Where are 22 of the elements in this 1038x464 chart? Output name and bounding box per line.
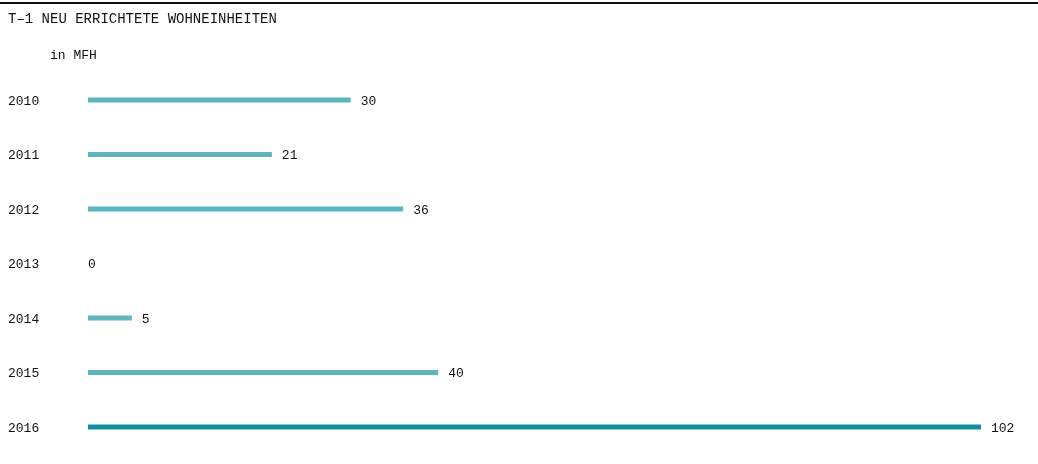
- data-label: 0: [88, 257, 96, 273]
- y-tick-label: 2012: [8, 202, 40, 218]
- data-label: 102: [991, 420, 1015, 436]
- y-tick-label: 2014: [8, 311, 40, 327]
- y-tick-label: 2015: [8, 366, 40, 382]
- bar: [88, 424, 981, 430]
- chart-title: T–1 NEU ERRICHTETE WOHNEINHEITEN: [8, 11, 277, 27]
- chart-subtitle: in MFH: [50, 48, 97, 63]
- bar: [88, 152, 272, 157]
- bar: [88, 370, 439, 375]
- y-tick-label: 2010: [8, 93, 40, 109]
- y-tick-label: 2016: [8, 420, 40, 436]
- y-tick-label: 2013: [8, 257, 40, 273]
- bar: [88, 315, 132, 321]
- data-label: 30: [360, 93, 377, 109]
- data-label: 36: [413, 202, 429, 218]
- bar: [88, 206, 404, 212]
- y-tick-label: 2011: [8, 148, 40, 164]
- data-label: 40: [448, 366, 464, 382]
- data-label: 21: [281, 148, 298, 164]
- bar: [88, 97, 351, 103]
- data-label: 5: [141, 311, 150, 327]
